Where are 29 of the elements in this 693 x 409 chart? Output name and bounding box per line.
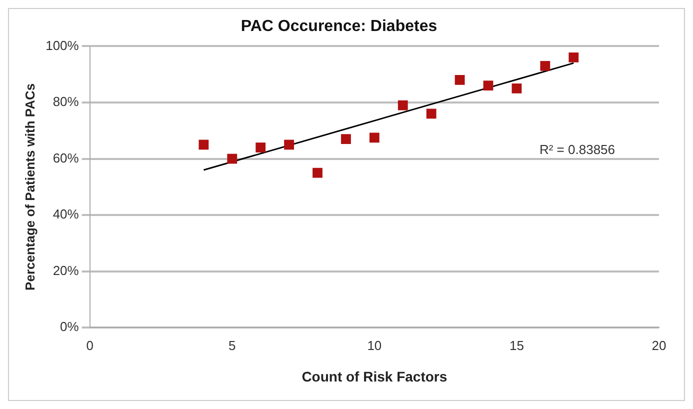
point (341, 134, 351, 144)
point (454, 75, 465, 85)
x-tick-label: 15 (509, 338, 524, 353)
point (512, 83, 522, 94)
y-axis-title: Percentage of Patients with PACs (22, 83, 38, 290)
point (227, 154, 238, 164)
point (198, 140, 209, 150)
x-tick-label: 5 (228, 338, 236, 353)
point (284, 140, 294, 150)
y-tick-label: 40% (52, 206, 80, 222)
point (426, 108, 436, 119)
y-tick-label: 80% (52, 94, 80, 110)
x-axis-title: Count of Risk Factors (302, 368, 448, 384)
point (312, 168, 322, 178)
y-tick-label: 60% (52, 150, 80, 166)
x-tick-label: 0 (86, 338, 94, 353)
y-tick-label: 20% (52, 262, 80, 278)
y-tick-label: 100% (46, 38, 80, 53)
y-tick-label: 0% (60, 319, 80, 334)
point (483, 80, 494, 91)
annotation: R² = 0.83856 (539, 142, 616, 157)
point (256, 142, 266, 152)
x-tick-label: 20 (652, 338, 666, 353)
point (540, 60, 550, 71)
x-tick-label: 10 (367, 338, 382, 353)
point (369, 132, 380, 143)
chart-title: PAC Occurence: Diabetes (240, 18, 438, 36)
point (398, 100, 408, 110)
point (568, 52, 579, 62)
